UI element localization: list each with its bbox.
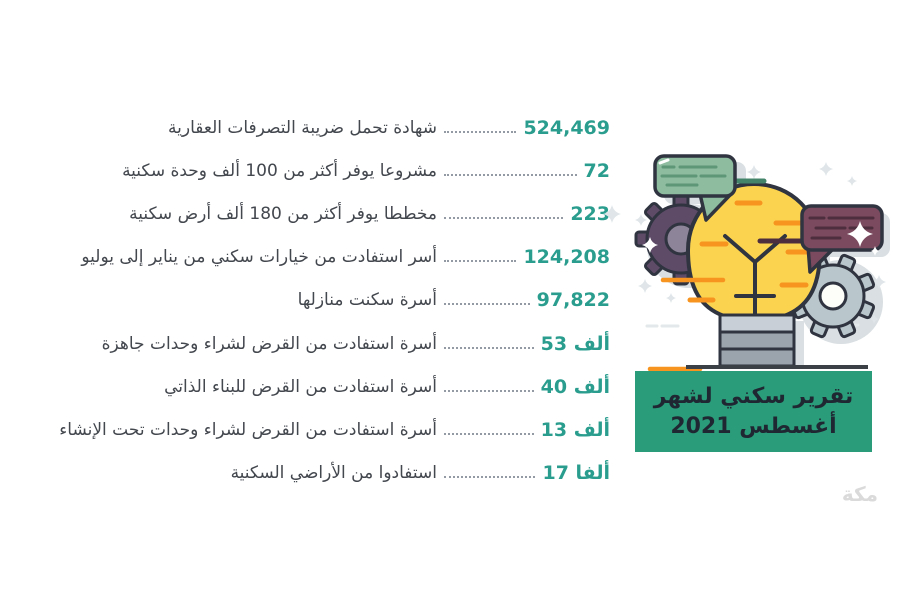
stats-list: 524,469 شهادة تحمل ضريبة التصرفات العقار… [59, 106, 610, 495]
green-speech-bubble-icon [653, 154, 737, 222]
stat-row: 53 ألف أسرة استفادت من القرض لشراء وحدات… [65, 322, 610, 365]
stat-row: 97,822 أسرة سكنت منازلها [65, 279, 610, 322]
stat-row: 13 ألف أسرة استفادت من القرض لشراء وحدات… [59, 408, 610, 451]
stat-value: 524,469 [523, 116, 610, 139]
watermark-logo: مكة [841, 482, 879, 506]
leader-dots [444, 303, 530, 306]
banner-title-line-1: تقرير سكني لشهر [653, 384, 854, 409]
stat-value: 223 [570, 202, 610, 225]
stat-value: 17 ألفا [542, 462, 610, 485]
stat-value: 97,822 [536, 289, 610, 312]
stat-value: 53 ألف [540, 332, 610, 355]
report-title-banner: تقرير سكني لشهر أغسطس 2021 [635, 371, 872, 452]
stat-label: مشروعا يوفر أكثر من 100 ألف وحدة سكنية [122, 160, 437, 181]
leader-dots [444, 130, 517, 133]
stat-label: أسرة استفادت من القرض للبناء الذاتي [164, 376, 437, 397]
stat-label: شهادة تحمل ضريبة التصرفات العقارية [168, 117, 437, 138]
bulb-base [718, 313, 796, 368]
stat-row: 72 مشروعا يوفر أكثر من 100 ألف وحدة سكني… [65, 149, 610, 192]
stat-row: 524,469 شهادة تحمل ضريبة التصرفات العقار… [65, 106, 610, 149]
leader-dots [444, 346, 534, 349]
stat-value: 72 [583, 159, 610, 182]
lightbulb-icon [647, 182, 822, 372]
leader-dots [444, 476, 536, 479]
stat-value: 13 ألف [540, 418, 610, 441]
sparkle-icons [603, 162, 886, 324]
stat-row: 17 ألفا استفادوا من الأراضي السكنية [65, 452, 610, 495]
maroon-speech-bubble-icon [800, 204, 884, 274]
gear-sparkle [642, 237, 658, 253]
banner-title-line-2: أغسطس 2021 [670, 414, 837, 439]
stat-label: استفادوا من الأراضي السكنية [230, 463, 437, 484]
stat-row: 223 مخططا يوفر أكثر من 180 ألف أرض سكنية [65, 192, 610, 235]
leader-dots [444, 173, 577, 176]
stat-label: أسرة سكنت منازلها [297, 290, 437, 311]
leader-dots [444, 216, 564, 219]
stat-row: 124,208 أسر استفادت من خيارات سكني من ين… [65, 236, 610, 279]
stat-label: مخططا يوفر أكثر من 180 ألف أرض سكنية [129, 203, 437, 224]
stat-value: 124,208 [523, 246, 610, 269]
stat-label: أسرة استفادت من القرض لشراء وحدات جاهزة [101, 333, 437, 354]
leader-dots [444, 260, 517, 263]
leader-dots [444, 432, 534, 435]
stat-label: أسر استفادت من خيارات سكني من يناير إلى … [81, 247, 437, 268]
stat-row: 40 ألف أسرة استفادت من القرض للبناء الذا… [65, 365, 610, 408]
stat-label: أسرة استفادت من القرض لشراء وحدات تحت ال… [59, 419, 437, 440]
lightbulb-illustration [603, 154, 890, 372]
filament [723, 234, 787, 316]
leader-dots [444, 389, 534, 392]
stat-value: 40 ألف [540, 375, 610, 398]
